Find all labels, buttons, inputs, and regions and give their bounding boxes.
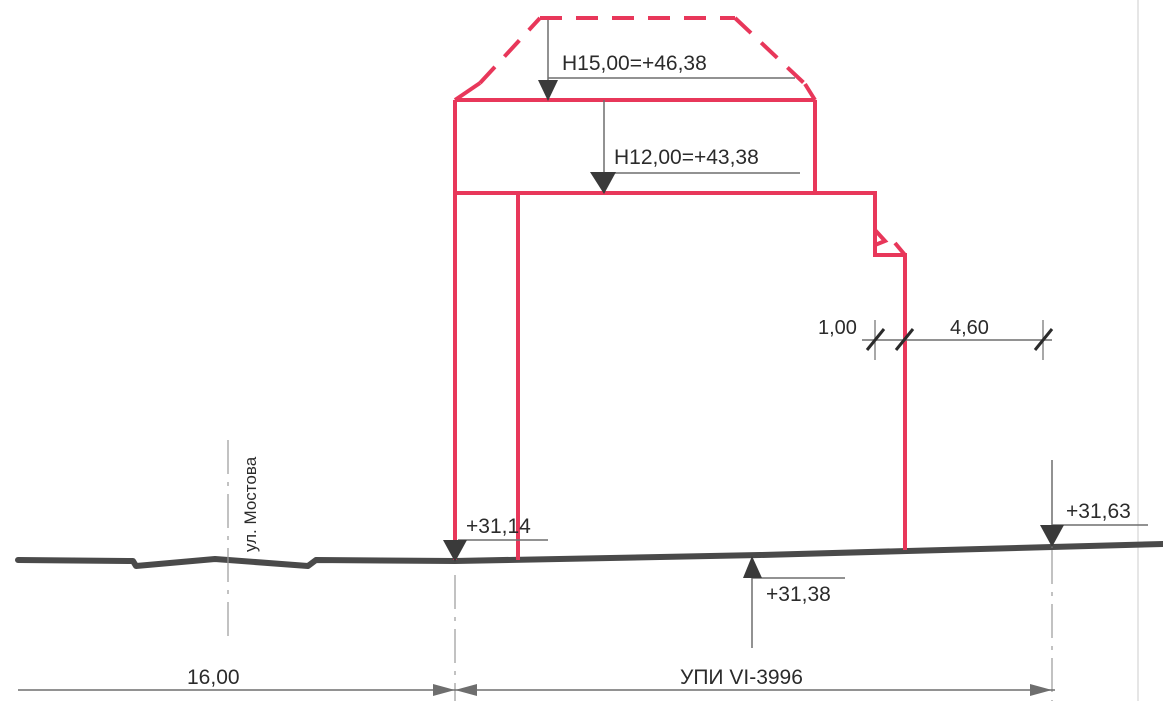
elevation-label-ground-mid: +31,38 [766, 583, 831, 606]
plot-label: УПИ VI-3996 [680, 666, 803, 689]
elevation-mark-h12: H12,00=+43,38 [590, 100, 800, 194]
street-name-label: ул. Мостова [241, 456, 260, 552]
street-width-label: 16,00 [187, 666, 240, 689]
elevation-mark-h15: H15,00=+46,38 [538, 20, 795, 101]
setback-large-label: 4,60 [950, 317, 989, 339]
elevation-label-h15: H15,00=+46,38 [562, 52, 707, 75]
elevation-label-ground-left: +31,14 [466, 515, 531, 538]
elevation-mark-ground-mid: +31,38 [743, 556, 845, 648]
elevation-label-h12: H12,00=+43,38 [614, 146, 759, 169]
dashed-envelope [478, 16, 807, 86]
setback-dimension: 1,00 4,60 [818, 317, 1054, 360]
elevation-mark-ground-left: +31,14 [443, 515, 548, 562]
setback-small-label: 1,00 [818, 317, 857, 339]
street-axis: ул. Мостова [227, 440, 260, 640]
ground-line [15, 541, 1163, 569]
elevation-label-ground-right: +31,63 [1066, 500, 1131, 523]
elevation-mark-ground-right: +31,63 [1040, 460, 1148, 548]
building-outline [453, 81, 907, 560]
bottom-dimension: 16,00 УПИ VI-3996 [18, 550, 1055, 701]
